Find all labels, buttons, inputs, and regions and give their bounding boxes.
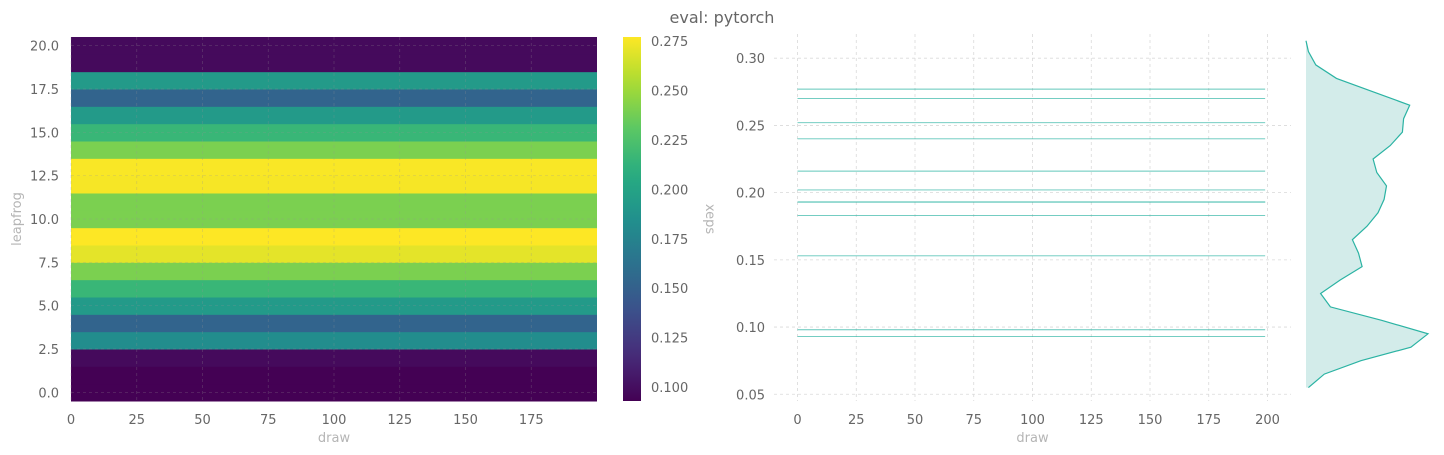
heatmap-row [71,262,597,281]
heatmap-y-tick-label: 2.5 [38,343,59,358]
heatmap-panel: 0 25 50 75 100 125 150 175 0.0 2.5 5.0 7.5 10.0 12.5 1… [10,37,597,446]
heatmap-y-tick-label: 20.0 [30,40,59,55]
heatmap-row [71,175,597,194]
heatmap-x-tick-label: 50 [194,413,211,428]
trace-x-axis-label: draw [1016,431,1049,446]
colorbar-tick-label: 0.125 [651,332,688,347]
heatmap-row [71,245,597,263]
trace-x-tick-label: 25 [848,413,865,428]
heatmap-row [71,331,597,350]
trace-x-tick-label: 75 [965,413,982,428]
heatmap-x-tick-label: 75 [260,413,277,428]
heatmap-row [71,158,597,177]
heatmap-x-tick-label: 150 [453,413,478,428]
heatmap-x-axis-label: draw [318,431,351,446]
heatmap-row [71,37,597,55]
heatmap-row [71,106,597,125]
trace-y-tick-label: 0.05 [736,388,765,403]
heatmap-row [71,366,597,385]
colorbar-label: xeps [702,204,717,235]
heatmap-x-tick-label: 0 [67,413,75,428]
trace-x-tick-label: 0 [793,413,801,428]
trace-panel: 0 25 50 75 100 125 150 175 200 0.05 0.10 0.15 0.20 0.… [736,34,1291,446]
heatmap-x-tick-label: 25 [128,413,145,428]
trace-y-tick-label: 0.10 [736,321,765,336]
heatmap-row [71,227,597,246]
trace-x-tick-label: 100 [1020,413,1045,428]
heatmap-row [71,210,597,229]
kde-curve [1305,40,1430,389]
colorbar-bar [623,37,641,401]
colorbar-tick-label: 0.275 [651,35,688,50]
colorbar-tick-label: 0.100 [651,381,688,396]
trace-y-tick-label: 0.25 [736,119,765,134]
heatmap-row [71,123,597,142]
trace-x-tick-label: 200 [1255,413,1280,428]
figure-title: eval: pytorch [670,8,775,27]
trace-x-tick-label: 125 [1079,413,1104,428]
trace-y-tick-label: 0.30 [736,52,765,67]
heatmap-row [71,141,597,159]
kde-area [1306,40,1428,388]
heatmap-row [71,193,597,211]
heatmap-row [71,383,597,402]
trace-x-tick-label: 50 [907,413,924,428]
heatmap-y-tick-label: 15.0 [30,126,59,141]
trace-x-tick-label: 175 [1196,413,1221,428]
heatmap-y-tick-label: 7.5 [38,256,59,271]
trace-y-tick-label: 0.15 [736,254,765,269]
heatmap-row [71,297,597,315]
trace-x-tick-label: 150 [1138,413,1163,428]
heatmap-y-tick-label: 12.5 [30,170,59,185]
colorbar-tick-label: 0.250 [651,84,688,99]
heatmap-x-tick-label: 100 [322,413,347,428]
heatmap-y-tick-label: 5.0 [38,300,59,315]
heatmap-row [71,89,597,107]
trace-y-tick-label: 0.20 [736,187,765,202]
heatmap-row [71,279,597,298]
heatmap-row [71,349,597,367]
colorbar-tick-label: 0.200 [651,183,688,198]
heatmap-row [71,54,597,73]
heatmap-row [71,71,597,90]
heatmap-x-tick-label: 175 [519,413,544,428]
colorbar-tick-label: 0.225 [651,134,688,149]
colorbar-tick-label: 0.150 [651,282,688,297]
heatmap-y-tick-label: 0.0 [38,386,59,401]
heatmap-row [71,314,597,333]
heatmap-y-axis-label: leapfrog [10,192,25,246]
heatmap-y-tick-label: 10.0 [30,213,59,228]
colorbar-tick-label: 0.175 [651,233,688,248]
kde-marginal [1305,40,1430,389]
heatmap-y-tick-label: 17.5 [30,83,59,98]
heatmap-x-tick-label: 125 [387,413,412,428]
colorbar: 0.100 0.125 0.150 0.175 0.200 0.225 0.250 0.275… [623,35,717,401]
